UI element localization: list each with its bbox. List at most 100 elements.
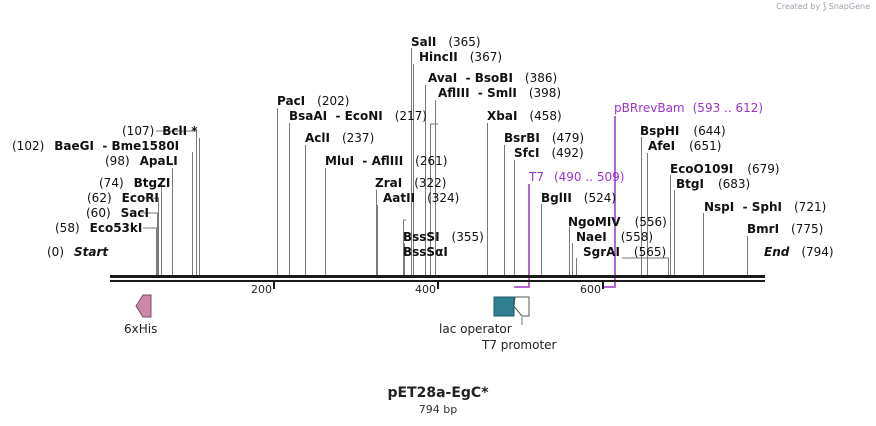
primer-pbrrevbam-label: pBRrevBam (593 .. 612) — [614, 101, 763, 115]
enzyme-label-apali: (98) ApaLI — [105, 154, 178, 168]
enzyme-label-aatii: AatII (324) — [383, 191, 459, 205]
enzyme-label-btgi: BtgI (683) — [676, 177, 750, 191]
enzyme-position: (367) — [470, 50, 502, 64]
enzyme-name: SalI — [411, 35, 436, 49]
enzyme-name: BaeGI - Bme1580I — [54, 139, 179, 153]
enzyme-label-zrai: ZraI (322) — [375, 176, 446, 190]
line-saci-leader — [141, 212, 158, 277]
enzyme-label-afei: AfeI (651) — [648, 139, 721, 153]
enzyme-label-sali: SalI (365) — [411, 35, 481, 49]
enzyme-label-saci: (60) SacI — [86, 206, 149, 220]
enzyme-position: (565) — [634, 245, 666, 259]
enzyme-name: ApaLI — [140, 154, 178, 168]
enzyme-position: (683) — [718, 177, 750, 191]
ruler-labels: 200 400 600 — [251, 283, 601, 296]
enzyme-label-ngomiv: NgoMIV (556) — [568, 215, 667, 229]
feature-label-t7-promoter: T7 promoter — [481, 338, 557, 352]
enzyme-position: (458) — [529, 109, 561, 123]
enzyme-label-acli: AclI (237) — [305, 131, 374, 145]
enzyme-label-hincii: HincII (367) — [419, 50, 502, 64]
enzyme-position: (62) — [87, 191, 112, 205]
enzyme-position: (322) — [414, 176, 446, 190]
enzyme-name: Eco53kI — [90, 221, 143, 235]
backbone-bottom-strand — [110, 280, 765, 282]
enzyme-name: ZraI — [375, 176, 402, 190]
end-label: End (794) — [764, 245, 834, 259]
enzyme-label-bcli: (107) BclI * — [122, 124, 198, 138]
start-name: Start — [74, 245, 109, 259]
enzyme-label-ecoo109i: EcoO109I (679) — [670, 162, 780, 176]
enzyme-name: NgoMIV — [568, 215, 621, 229]
ruler-label: 200 — [251, 283, 272, 296]
line-ecori-leader — [145, 197, 159, 277]
enzyme-label-naei: NaeI (558) — [576, 230, 653, 244]
enzyme-name: XbaI — [487, 109, 517, 123]
line-bsssi-leader — [403, 219, 406, 277]
enzyme-position: (775) — [791, 222, 823, 236]
end-position: (794) — [801, 245, 833, 259]
enzyme-position: (558) — [621, 230, 653, 244]
enzyme-position: (651) — [689, 139, 721, 153]
enzyme-name: SgrAI — [583, 245, 620, 259]
enzyme-position: (58) — [55, 221, 80, 235]
enzyme-position: (721) — [794, 200, 826, 214]
enzyme-position: (524) — [584, 191, 616, 205]
ruler-label: 400 — [415, 283, 436, 296]
enzyme-position: (324) — [427, 191, 459, 205]
enzyme-labels: SalI (365) HincII (367) AvaI - BsoBI (386) … — [12, 35, 834, 259]
enzyme-name: BglII — [541, 191, 572, 205]
enzyme-position: (74) — [99, 176, 124, 190]
enzyme-label-bglii: BglII (524) — [541, 191, 616, 205]
tick-400 — [437, 282, 439, 289]
features — [135, 294, 530, 325]
backbone-top-strand — [110, 275, 765, 278]
enzyme-position: (355) — [452, 230, 484, 244]
enzyme-label-sfci: SfcI (492) — [514, 146, 584, 160]
line-bcli-leader — [156, 130, 197, 277]
line-bsaai-leader — [430, 123, 438, 277]
enzyme-position: (479) — [552, 131, 584, 145]
enzyme-position: (365) — [448, 35, 480, 49]
line-sgrai-leader — [622, 257, 669, 277]
enzyme-label-bsssi: BssSI (355) — [403, 230, 484, 244]
enzyme-name: HincII — [419, 50, 458, 64]
primer-range: (490 .. 509) — [554, 170, 624, 184]
enzyme-position: (492) — [551, 146, 583, 160]
enzyme-label-mlui-afliii: MluI - AflIII (261) — [325, 154, 447, 168]
tick-600 — [602, 282, 604, 289]
enzyme-label-bsssai: BssSαI — [403, 245, 448, 259]
enzyme-label-sgrai: SgrAI (565) — [583, 245, 666, 259]
primer-t7-bracket — [514, 184, 530, 288]
primer-name: T7 — [528, 170, 544, 184]
enzyme-label-eco53ki: (58) Eco53kI — [55, 221, 142, 235]
enzyme-label-xbai: XbaI (458) — [487, 109, 562, 123]
enzyme-name: EcoO109I — [670, 162, 733, 176]
t7-promoter-arrow — [513, 296, 530, 317]
feature-label-lac-operator: lac operator — [439, 322, 512, 336]
enzyme-name: BsrBI — [504, 131, 540, 145]
enzyme-position: (398) — [529, 86, 561, 100]
enzyme-label-paci: PacI (202) — [277, 94, 349, 108]
created-by-text: Created by — [776, 2, 821, 11]
enzyme-label-bsaai-econi: BsaAI - EcoNI (217) — [289, 109, 427, 123]
snapgene-watermark: Created by ⟆ SnapGene — [776, 2, 870, 12]
primer-range: (593 .. 612) — [693, 101, 763, 115]
enzyme-label-afliii-smli: AflIII - SmlI (398) — [438, 86, 561, 100]
primer-t7-label: T7 (490 .. 509) — [528, 170, 624, 184]
enzyme-label-bsrbi: BsrBI (479) — [504, 131, 584, 145]
enzyme-name: EcoRI — [122, 191, 159, 205]
enzyme-name: BspHI — [640, 124, 679, 138]
backbone — [110, 275, 765, 289]
enzyme-lines — [141, 48, 748, 277]
enzyme-position: (386) — [525, 71, 557, 85]
enzyme-position: (202) — [317, 94, 349, 108]
enzyme-name: AatII — [383, 191, 415, 205]
enzyme-position: (102) — [12, 139, 44, 153]
primer-labels: pBRrevBam (593 .. 612) T7 (490 .. 509) — [528, 101, 763, 184]
lac-operator-box — [493, 296, 515, 317]
6xhis-arrow — [135, 294, 152, 318]
start-label: (0) Start — [47, 245, 109, 259]
enzyme-position: (644) — [693, 124, 725, 138]
enzyme-position: (679) — [747, 162, 779, 176]
